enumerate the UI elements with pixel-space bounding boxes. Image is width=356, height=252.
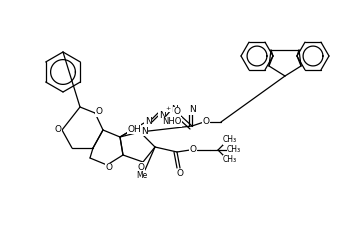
Text: CH₃: CH₃ — [223, 136, 237, 144]
Text: N: N — [145, 117, 151, 127]
Text: O: O — [177, 170, 183, 178]
Text: NHO: NHO — [162, 117, 182, 127]
Text: +: + — [166, 107, 171, 111]
Text: O: O — [189, 145, 197, 154]
Text: OH: OH — [127, 124, 141, 134]
Text: O: O — [173, 108, 180, 116]
Text: CH₃: CH₃ — [227, 145, 241, 154]
Text: O: O — [105, 164, 112, 173]
Text: CH₃: CH₃ — [223, 155, 237, 165]
Text: Me: Me — [136, 172, 148, 180]
Text: N: N — [172, 106, 178, 114]
Text: O: O — [54, 124, 62, 134]
Text: N: N — [189, 106, 195, 114]
Text: O: O — [95, 108, 103, 116]
Text: N: N — [159, 111, 166, 120]
Text: N: N — [141, 127, 147, 136]
Text: O: O — [203, 117, 209, 127]
Text: O: O — [137, 163, 145, 172]
